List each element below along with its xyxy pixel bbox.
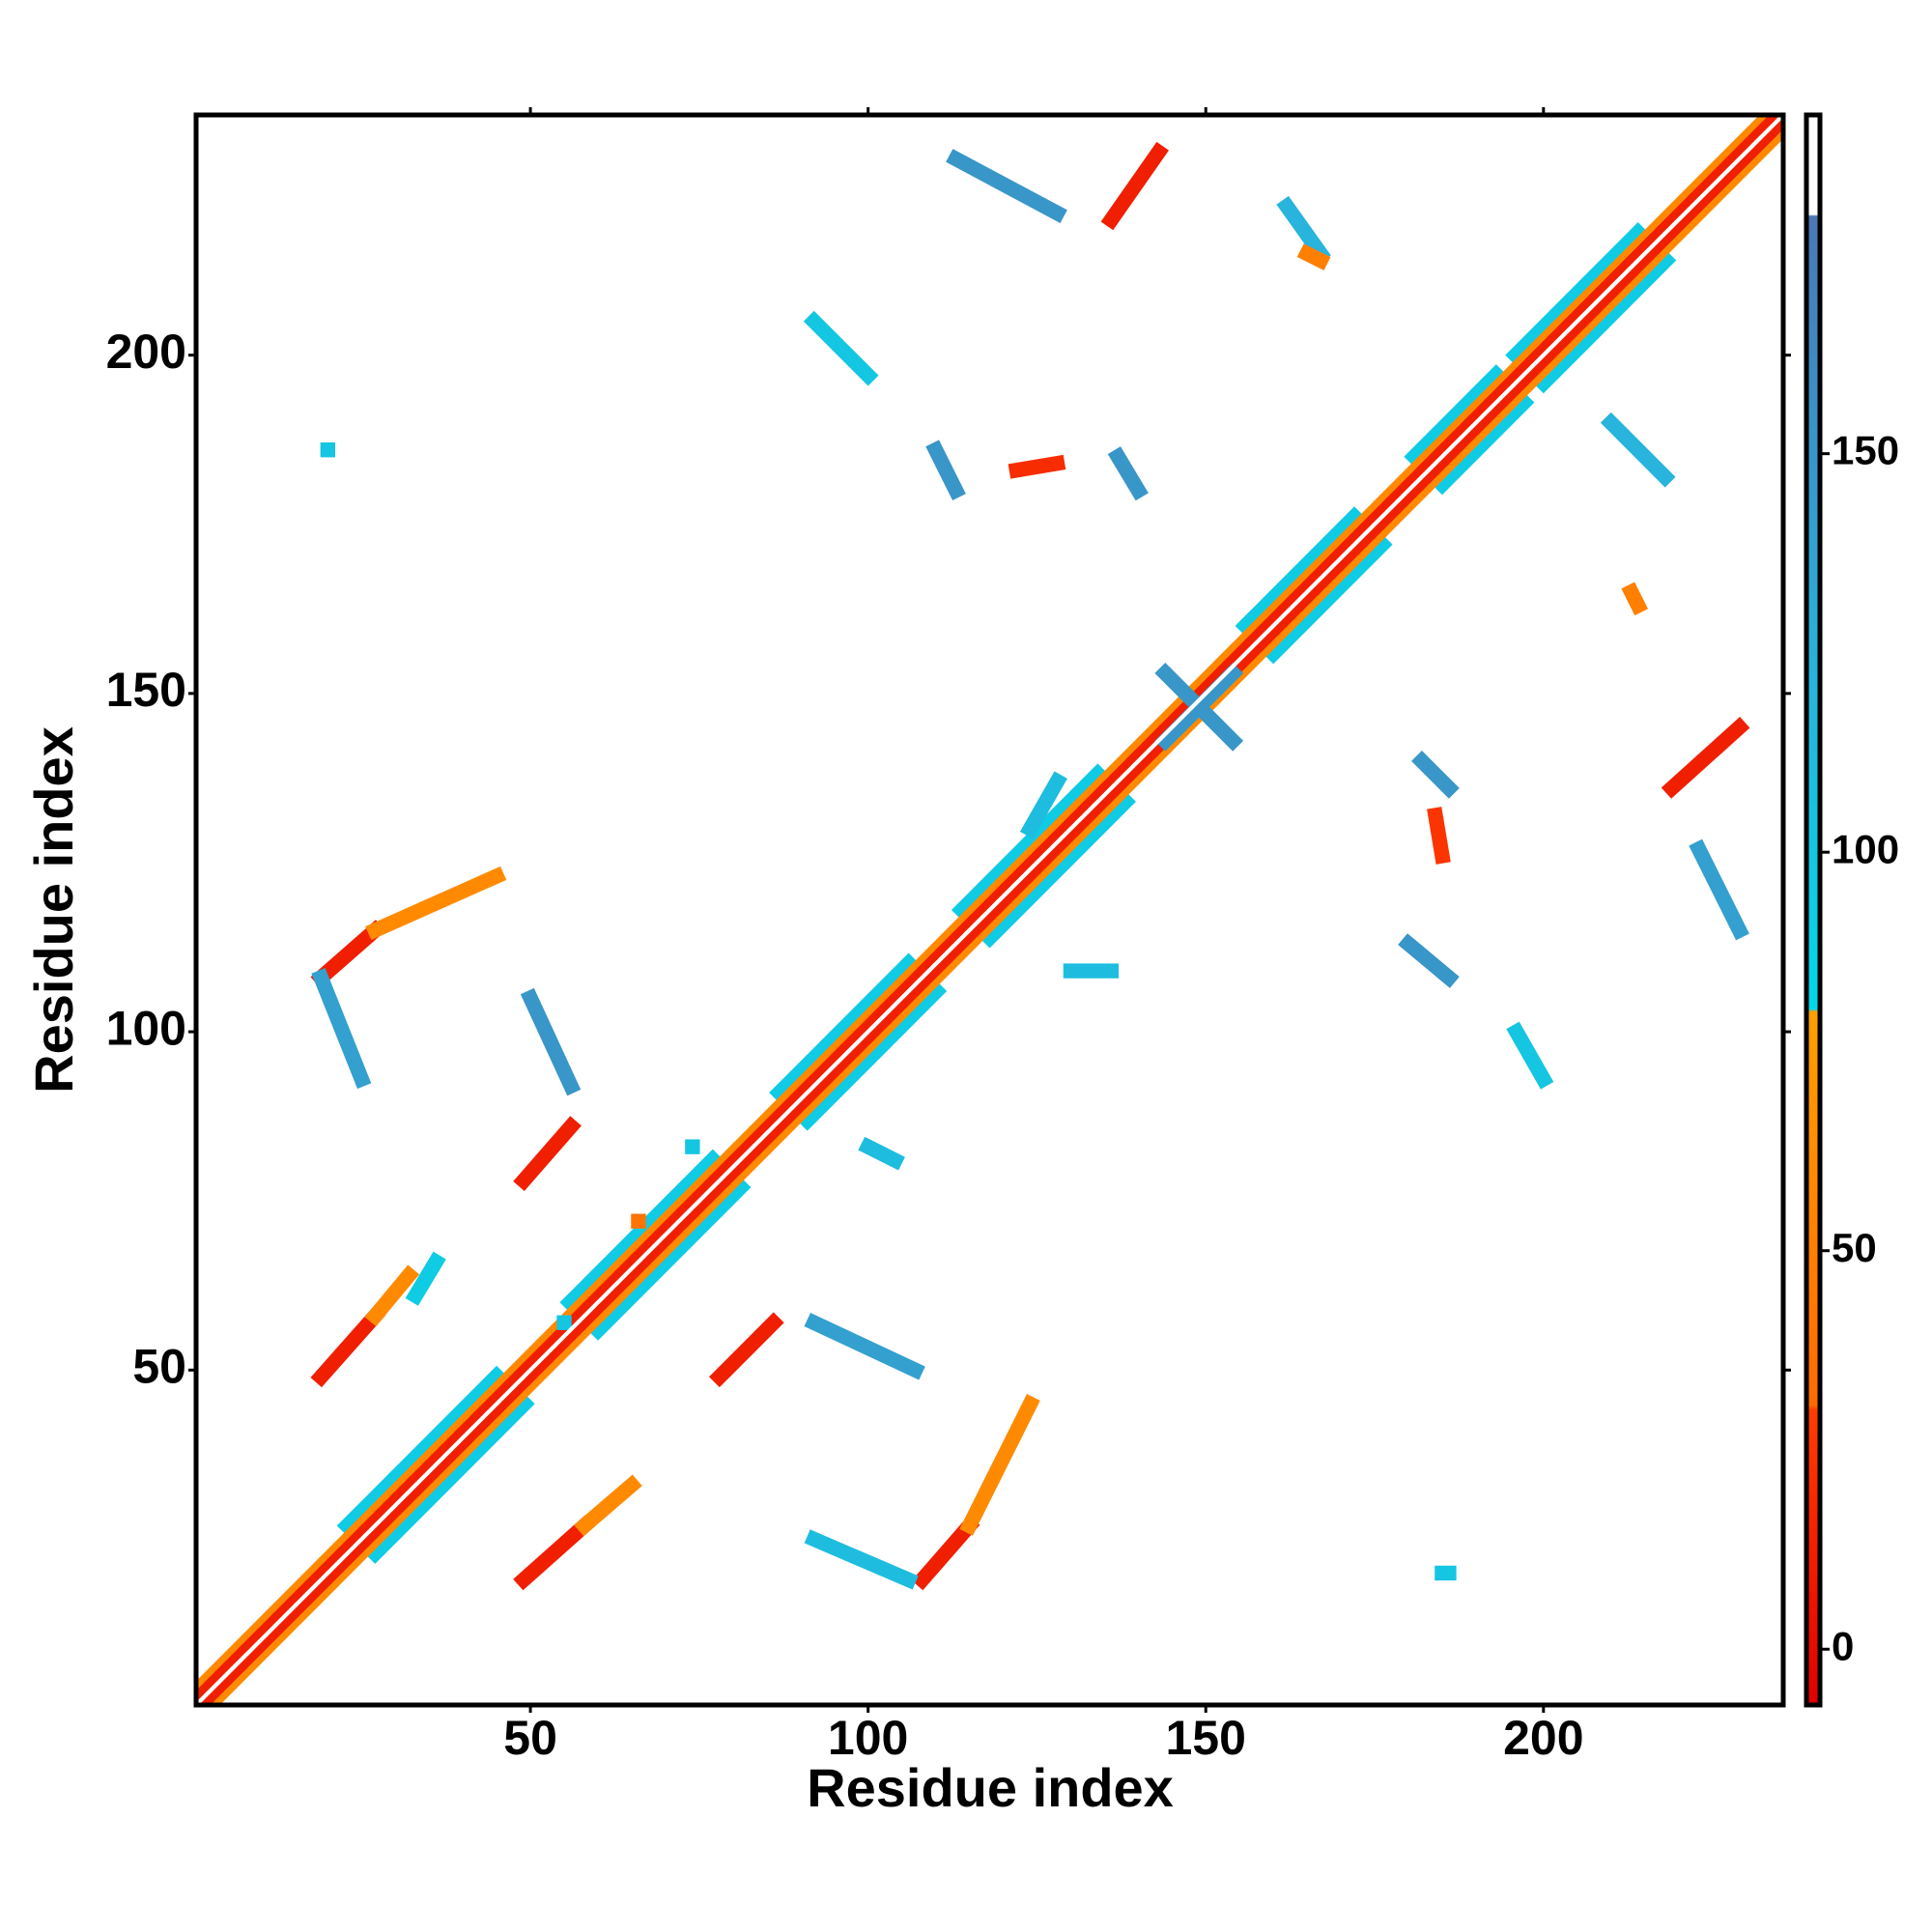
contact-cells bbox=[959, 1393, 1040, 1536]
contact-cells bbox=[946, 149, 1067, 223]
contact-cells bbox=[804, 1529, 919, 1590]
contact-cells bbox=[311, 968, 372, 1090]
contact-cells bbox=[925, 440, 966, 501]
x-tick-label: 200 bbox=[1503, 1711, 1583, 1765]
colorbar-tick-label: 0 bbox=[1832, 1623, 1854, 1668]
x-tick-label: 100 bbox=[828, 1711, 908, 1765]
contact-cells bbox=[365, 866, 507, 941]
contact-cells bbox=[1661, 717, 1750, 799]
x-axis-title: Residue index bbox=[807, 1757, 1174, 1818]
contact-cells bbox=[364, 1264, 420, 1327]
plot-area bbox=[196, 115, 1783, 1705]
contact-cells bbox=[1506, 1021, 1554, 1090]
contact-cells bbox=[513, 1116, 582, 1192]
diagonal-center bbox=[196, 115, 1783, 1705]
contact-cells bbox=[1296, 243, 1331, 270]
contact-cells bbox=[1008, 454, 1066, 479]
contact-cells bbox=[708, 1312, 784, 1388]
colorbar-tick-label: 50 bbox=[1832, 1225, 1877, 1270]
y-axis-title: Residue index bbox=[23, 726, 84, 1094]
contact-cells bbox=[1689, 838, 1749, 941]
contact-cells bbox=[858, 1136, 905, 1171]
contact-cells bbox=[310, 1305, 386, 1388]
contact-cells bbox=[405, 1251, 446, 1306]
contact-cells bbox=[1411, 751, 1460, 799]
contact-cells bbox=[1398, 933, 1460, 988]
contact-cells bbox=[574, 1474, 642, 1537]
y-tick-label: 100 bbox=[106, 1001, 186, 1055]
contact-cells bbox=[1276, 195, 1331, 265]
contact-cells bbox=[1621, 582, 1648, 616]
y-tick-label: 150 bbox=[106, 663, 186, 717]
contact-cells bbox=[1154, 662, 1244, 752]
contact-cells bbox=[803, 310, 879, 386]
y-tick-label: 50 bbox=[132, 1339, 186, 1393]
contact-cells bbox=[310, 920, 386, 988]
x-tick-label: 150 bbox=[1166, 1711, 1246, 1765]
colorbar-tick-label: 150 bbox=[1832, 428, 1899, 473]
contact-cells bbox=[1019, 771, 1067, 839]
contact-cells bbox=[1427, 807, 1451, 865]
contact-cells bbox=[1600, 412, 1676, 488]
colorbar bbox=[1804, 112, 1823, 1708]
contact-cells bbox=[513, 1515, 595, 1591]
y-tick-label: 200 bbox=[106, 325, 186, 379]
colorbar-tick-label: 100 bbox=[1832, 826, 1899, 871]
contact-cells bbox=[804, 1313, 925, 1380]
contact-cells bbox=[1100, 141, 1169, 231]
contact-cells bbox=[520, 987, 582, 1096]
x-tick-label: 50 bbox=[503, 1711, 557, 1765]
plot-frame bbox=[193, 112, 1786, 1708]
contact-cells bbox=[911, 1515, 980, 1591]
contact-cells bbox=[1107, 446, 1149, 501]
